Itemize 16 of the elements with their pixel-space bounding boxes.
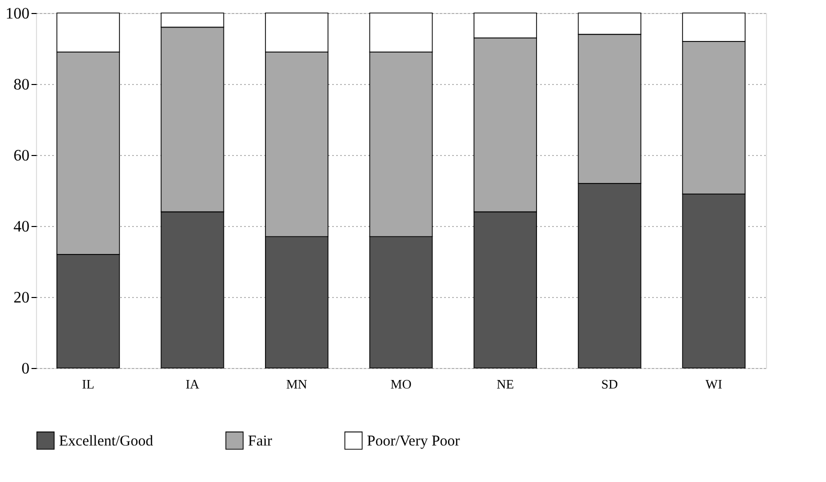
y-tick-label: 100 xyxy=(6,6,30,22)
x-tick-label: WI xyxy=(706,376,722,392)
y-tick-label: 80 xyxy=(14,76,30,94)
legend-label: Fair xyxy=(248,434,272,450)
legend-label: Excellent/Good xyxy=(59,434,154,450)
x-tick-label: IA xyxy=(186,376,200,392)
y-tick-label: 60 xyxy=(14,148,30,164)
x-tick-label: MN xyxy=(286,376,308,392)
x-tick-label: NE xyxy=(496,376,514,392)
x-tick-label: SD xyxy=(601,376,618,392)
y-tick-label: 20 xyxy=(14,290,30,306)
x-tick-label: IL xyxy=(82,376,94,392)
legend-label: Poor/Very Poor xyxy=(367,434,460,450)
x-tick-label: MO xyxy=(390,376,412,392)
y-tick-label: 0 xyxy=(22,360,30,378)
y-tick-label: 40 xyxy=(14,218,30,236)
